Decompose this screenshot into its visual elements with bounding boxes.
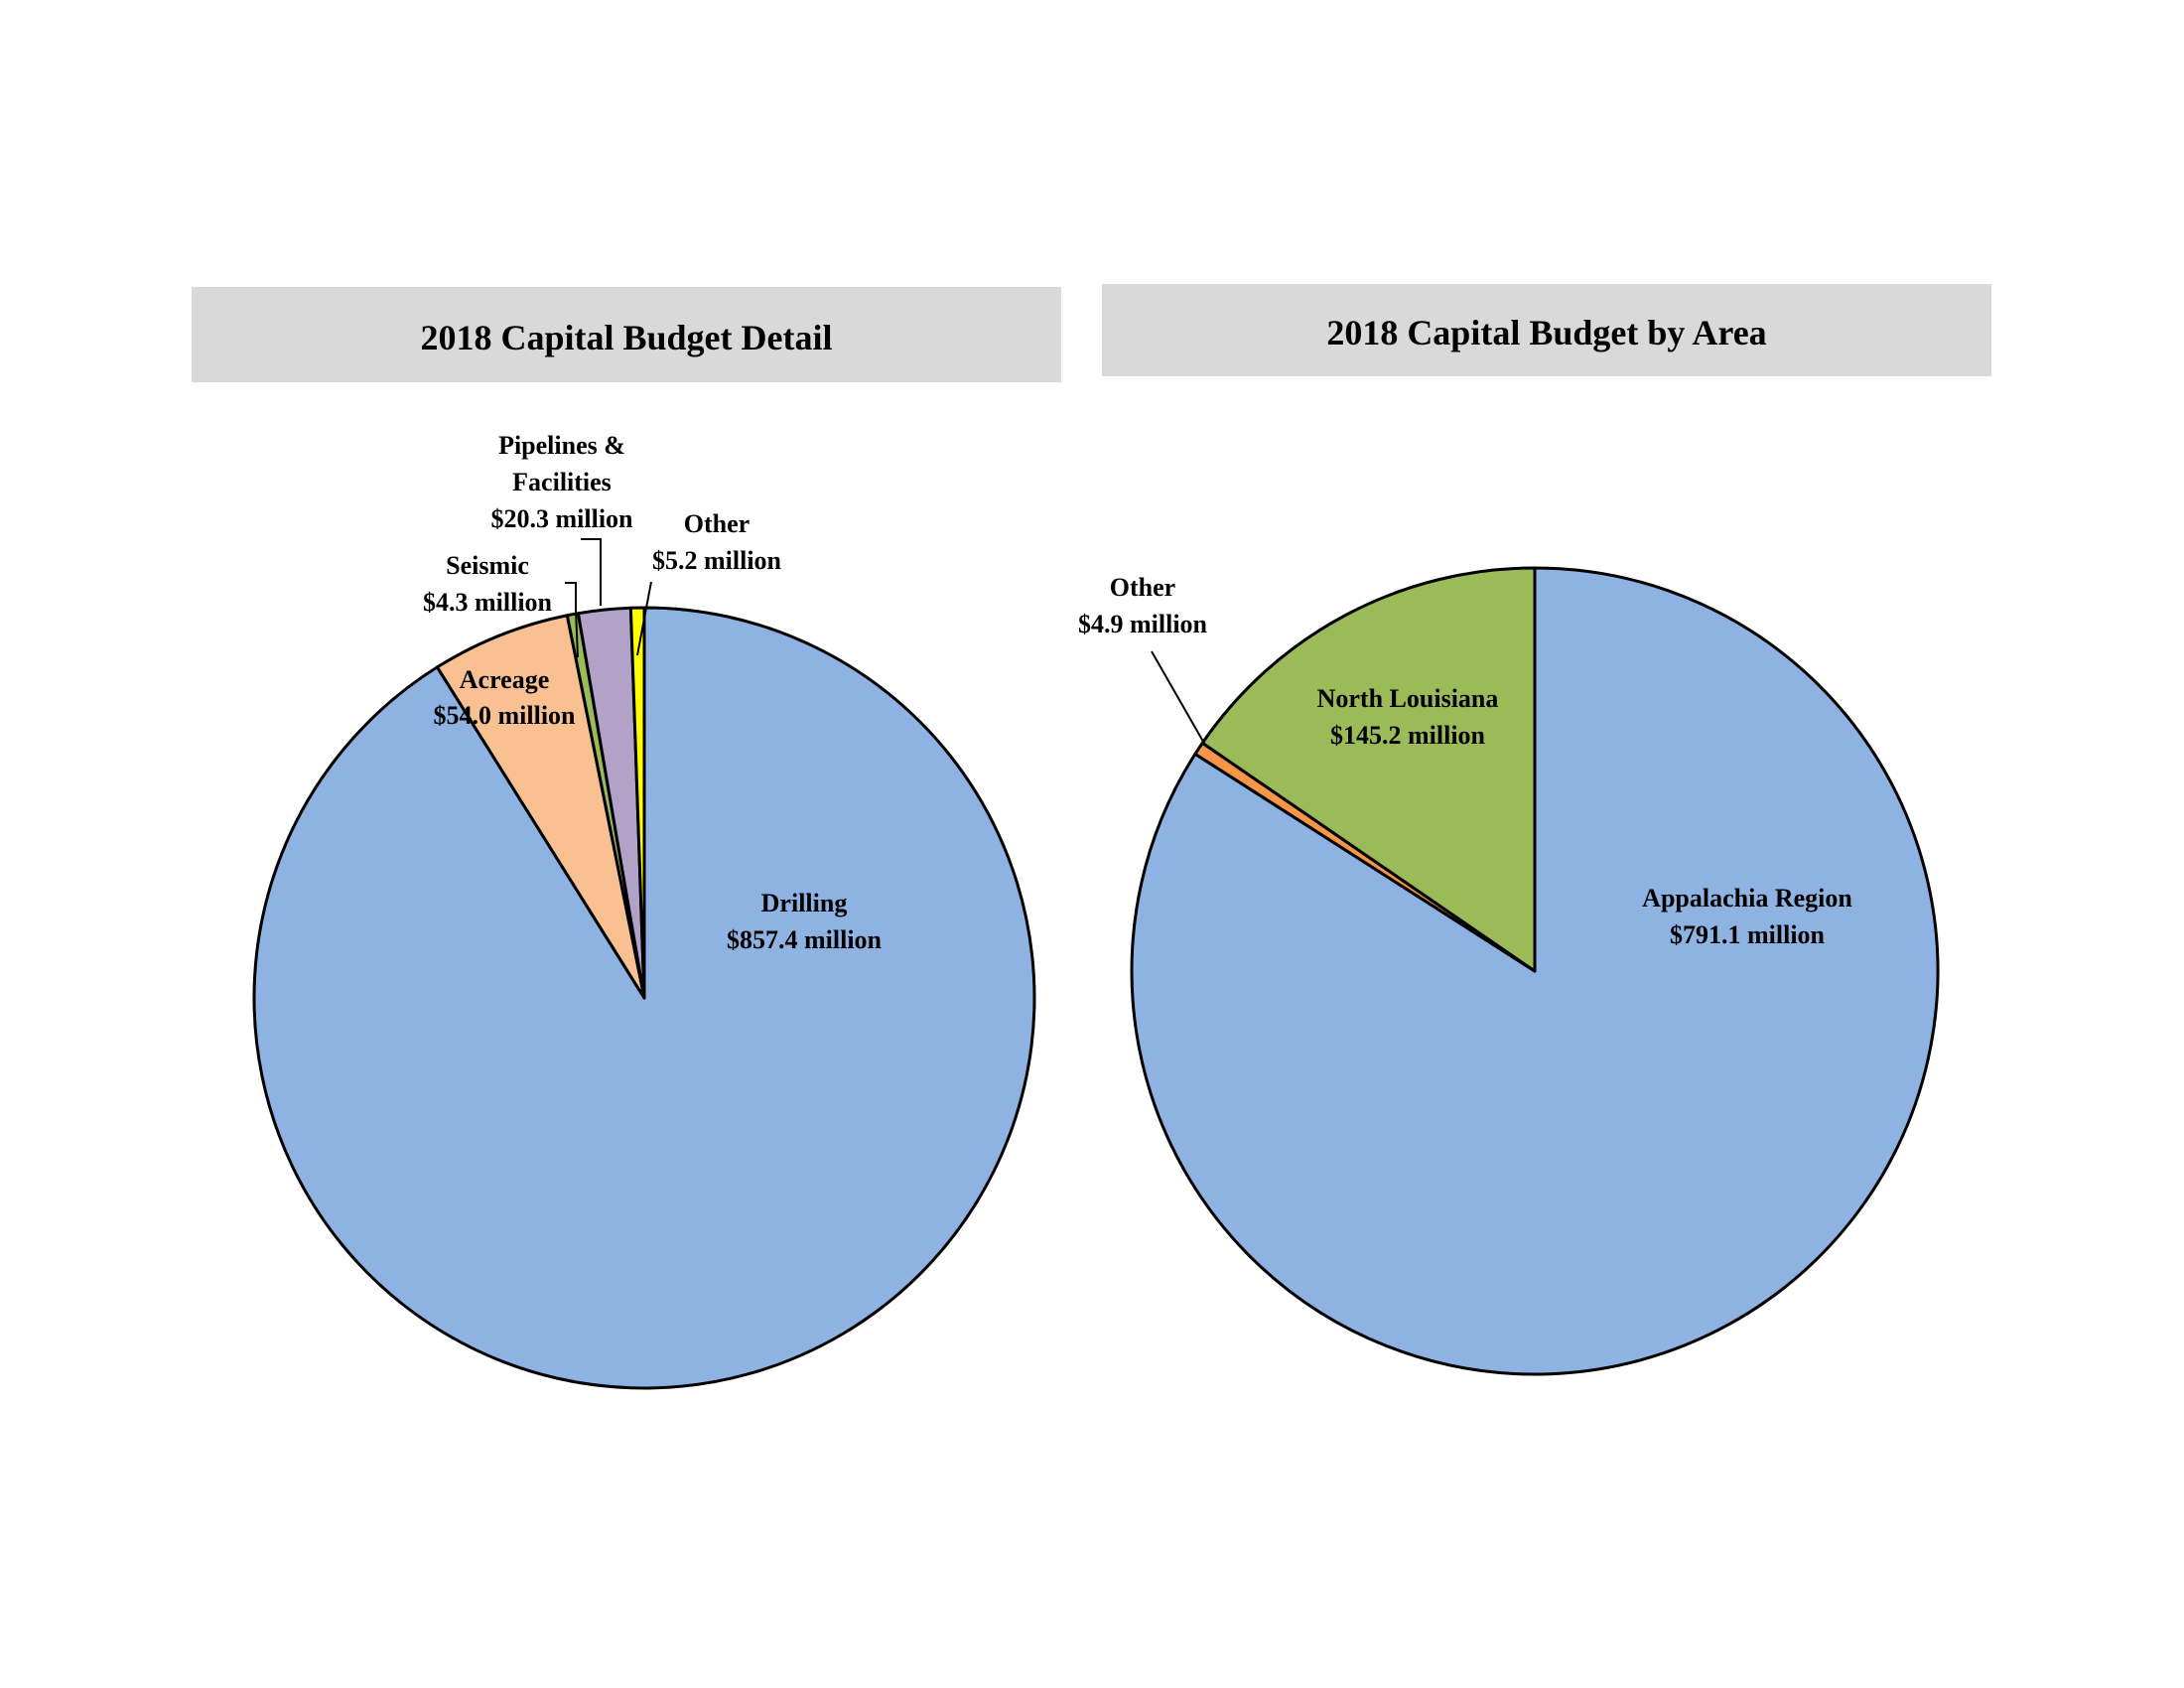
chart-area-title: 2018 Capital Budget by Area — [1326, 313, 1766, 352]
label-north-louisiana-value: $145.2 million — [1330, 721, 1486, 750]
label-other-area-name: Other — [1110, 573, 1175, 602]
slice-area-north-louisiana — [1200, 566, 1537, 973]
label-other-detail-value: $5.2 million — [652, 546, 782, 575]
label-seismic-name: Seismic — [446, 551, 529, 580]
label-drilling-name: Drilling — [761, 889, 848, 917]
chart-area-title-box — [1102, 284, 1991, 376]
leader-other-area — [1151, 650, 1207, 748]
chart-detail-title: 2018 Capital Budget Detail — [420, 318, 832, 357]
label-other-detail-name: Other — [684, 509, 750, 538]
leader-seismic — [565, 582, 579, 658]
label-drilling-value: $857.4 million — [727, 925, 883, 954]
pie-area — [1130, 566, 1940, 1376]
pie-detail — [252, 606, 1036, 1390]
label-north-louisiana-name: North Louisiana — [1317, 684, 1499, 713]
leader-pipelines — [581, 538, 602, 606]
chart-area: 2018 Capital Budget by Area Appalachia R… — [1078, 284, 1991, 1376]
label-pipelines-name-2: Facilities — [512, 468, 612, 496]
label-other-area-value: $4.9 million — [1078, 610, 1208, 638]
label-acreage-name: Acreage — [460, 665, 549, 694]
label-appalachia-value: $791.1 million — [1670, 920, 1826, 949]
leader-other-detail — [636, 581, 652, 656]
label-seismic-value: $4.3 million — [423, 588, 553, 617]
label-pipelines-name: Pipelines & — [498, 431, 625, 460]
label-pipelines-value: $20.3 million — [490, 504, 633, 533]
label-appalachia-name: Appalachia Region — [1642, 884, 1852, 913]
slice-detail-other — [628, 606, 646, 1000]
chart-detail: 2018 Capital Budget Detail Drilling $857… — [192, 287, 1061, 1390]
chart-detail-title-box — [192, 287, 1061, 382]
slice-detail-acreage — [435, 614, 646, 1000]
label-acreage-value: $54.0 million — [433, 701, 576, 730]
